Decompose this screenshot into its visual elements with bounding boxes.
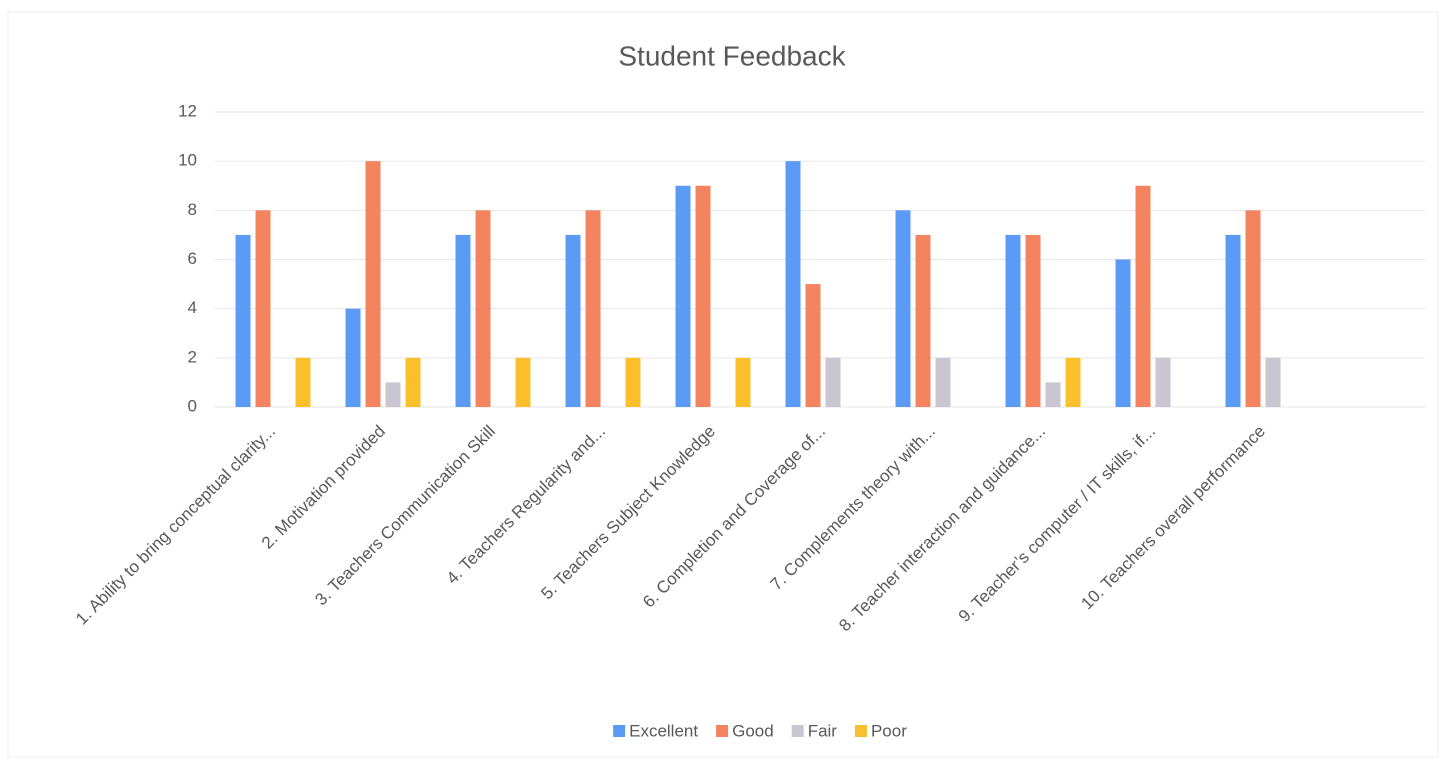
bar xyxy=(675,185,691,407)
bar xyxy=(255,210,271,407)
bar xyxy=(1135,185,1151,407)
bar xyxy=(565,234,581,407)
legend-label: Fair xyxy=(808,721,838,740)
y-tick-label: 6 xyxy=(188,249,197,268)
bar xyxy=(1265,357,1281,407)
y-tick-label: 0 xyxy=(188,396,197,415)
bar xyxy=(1155,357,1171,407)
bar xyxy=(405,357,421,407)
legend-swatch xyxy=(716,725,729,737)
bar xyxy=(825,357,841,407)
y-tick-label: 2 xyxy=(188,347,197,366)
bar xyxy=(1005,234,1021,407)
bar xyxy=(1045,382,1061,407)
bar xyxy=(695,185,711,407)
legend-swatch xyxy=(613,725,626,737)
y-tick-label: 4 xyxy=(188,298,197,317)
y-tick-label: 10 xyxy=(178,151,197,170)
bar xyxy=(235,234,251,407)
legend-label: Poor xyxy=(871,721,907,740)
legend-swatch xyxy=(791,725,804,737)
bar xyxy=(585,210,601,407)
bar xyxy=(935,357,951,407)
y-tick-label: 12 xyxy=(178,101,197,120)
legend-label: Good xyxy=(732,721,774,740)
bar xyxy=(345,308,361,407)
legend: Excellent Good Fair Poor xyxy=(613,721,907,740)
bar xyxy=(455,234,471,407)
chart-frame xyxy=(7,11,1439,758)
legend-label: Excellent xyxy=(629,721,698,740)
bar xyxy=(735,357,751,407)
bar xyxy=(895,210,911,407)
legend-swatch xyxy=(854,725,867,737)
bar xyxy=(1115,259,1131,407)
bar xyxy=(1025,234,1041,407)
bar xyxy=(1245,210,1261,407)
bar xyxy=(385,382,401,407)
bar xyxy=(475,210,491,407)
bar xyxy=(805,284,821,407)
bar xyxy=(515,357,531,407)
y-tick-label: 8 xyxy=(188,200,197,219)
bar xyxy=(365,161,381,407)
bar xyxy=(915,234,931,407)
bar xyxy=(625,357,641,407)
bar xyxy=(295,357,311,407)
bar xyxy=(1225,234,1241,407)
bar xyxy=(785,161,801,407)
bar xyxy=(1065,357,1081,407)
chart-title: Student Feedback xyxy=(618,40,846,71)
